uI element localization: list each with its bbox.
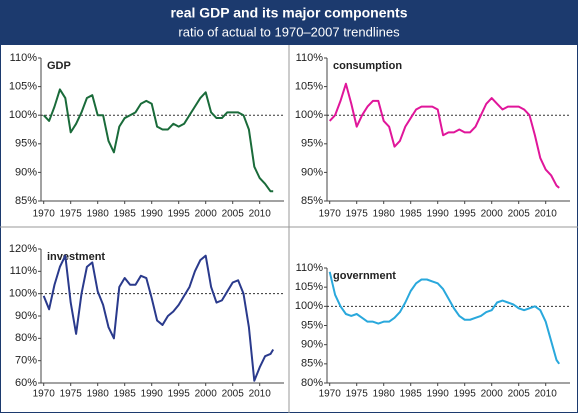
data-line — [328, 82, 560, 189]
y-tick-label: 105% — [9, 81, 37, 93]
x-tick-label: 1980 — [373, 209, 396, 220]
y-tick-label: 100% — [9, 288, 37, 300]
x-tick-label: 1980 — [87, 389, 110, 400]
x-tick-label: 1995 — [454, 209, 477, 220]
y-tick-label: 95% — [301, 138, 323, 150]
y-tick-label: 90% — [15, 310, 37, 322]
panel-title: consumption — [333, 60, 402, 72]
x-tick-label: 2000 — [195, 389, 218, 400]
x-tick-label: 1985 — [114, 389, 137, 400]
panel-title: government — [333, 270, 396, 282]
x-tick-label: 2000 — [195, 209, 218, 220]
x-tick-label: 1970 — [33, 389, 56, 400]
title: real GDP and its major components — [170, 5, 407, 21]
x-tick-label: 2000 — [481, 209, 504, 220]
y-tick-label: 80% — [301, 377, 323, 389]
x-tick-label: 1990 — [141, 389, 164, 400]
y-tick-label: 110% — [10, 265, 38, 277]
x-tick-label: 1985 — [400, 389, 423, 400]
y-tick-label: 110% — [296, 52, 324, 64]
x-tick-label: 2005 — [222, 209, 245, 220]
y-tick-label: 120% — [9, 243, 37, 255]
x-tick-label: 2005 — [508, 209, 531, 220]
y-tick-label: 80% — [15, 332, 37, 344]
x-tick-label: 1990 — [141, 209, 164, 220]
y-tick-label: 60% — [15, 377, 37, 389]
y-tick-label: 85% — [301, 358, 323, 370]
data-line — [328, 271, 561, 365]
x-tick-label: 2005 — [222, 389, 245, 400]
x-tick-label: 1980 — [373, 389, 396, 400]
y-tick-label: 100% — [295, 300, 323, 312]
x-tick-label: 2000 — [481, 389, 504, 400]
y-tick-label: 90% — [301, 339, 323, 351]
x-tick-label: 1975 — [346, 389, 369, 400]
panel-title: investment — [47, 251, 105, 263]
x-tick-label: 2010 — [535, 389, 558, 400]
y-tick-label: 95% — [15, 138, 37, 150]
x-tick-label: 1970 — [319, 389, 342, 400]
y-tick-label: 90% — [301, 166, 323, 178]
x-tick-label: 1970 — [319, 209, 342, 220]
y-tick-label: 85% — [301, 195, 323, 207]
data-line — [42, 254, 275, 382]
y-tick-label: 110% — [296, 262, 324, 274]
x-tick-label: 1975 — [60, 389, 83, 400]
x-tick-label: 1985 — [114, 209, 137, 220]
y-tick-label: 100% — [295, 109, 323, 121]
x-tick-label: 1995 — [168, 389, 191, 400]
x-tick-label: 1995 — [454, 389, 477, 400]
header — [0, 0, 578, 45]
x-tick-label: 1980 — [87, 209, 110, 220]
x-tick-label: 1995 — [168, 209, 191, 220]
data-line — [42, 88, 274, 193]
x-tick-label: 1990 — [427, 209, 450, 220]
subtitle: ratio of actual to 1970–2007 trendlines — [178, 24, 400, 39]
x-tick-label: 1985 — [400, 209, 423, 220]
x-tick-label: 1990 — [427, 389, 450, 400]
x-tick-label: 1970 — [33, 209, 56, 220]
y-tick-label: 110% — [10, 52, 38, 64]
x-tick-label: 2010 — [249, 209, 272, 220]
y-tick-label: 85% — [15, 195, 37, 207]
x-tick-label: 2005 — [508, 389, 531, 400]
y-tick-label: 105% — [295, 81, 323, 93]
x-tick-label: 2010 — [249, 389, 272, 400]
panel-title: GDP — [47, 60, 71, 72]
x-tick-label: 2010 — [535, 209, 558, 220]
y-tick-label: 100% — [9, 109, 37, 121]
x-tick-label: 1975 — [60, 209, 83, 220]
y-tick-label: 90% — [15, 166, 37, 178]
y-tick-label: 105% — [295, 281, 323, 293]
x-tick-label: 1975 — [346, 209, 369, 220]
y-tick-label: 70% — [15, 355, 37, 367]
y-tick-label: 95% — [301, 319, 323, 331]
